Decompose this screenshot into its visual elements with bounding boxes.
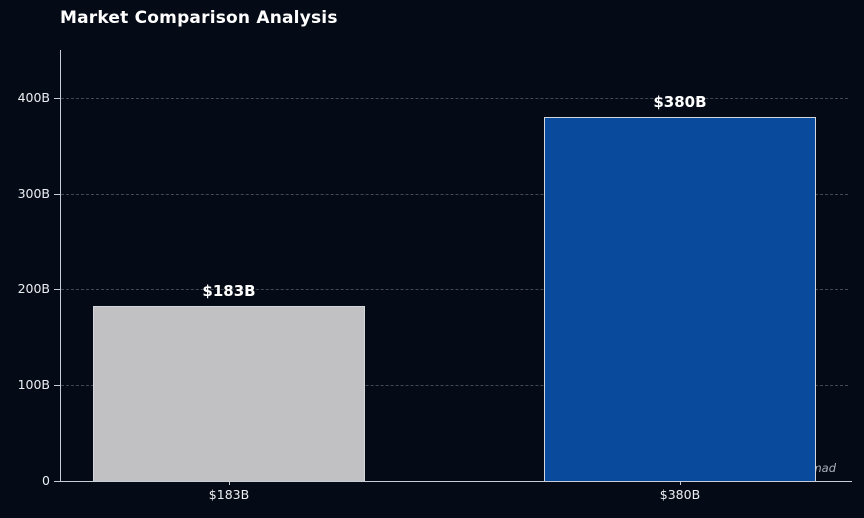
y-gridline [61, 385, 849, 387]
y-gridline [61, 97, 849, 99]
y-tick-label: 200B [17, 281, 50, 297]
bar-gray [93, 305, 365, 481]
bar-blue [543, 117, 816, 481]
bar-value-label: $380B [653, 93, 707, 112]
y-tick-label: 300B [17, 185, 50, 201]
x-tick-label: $183B [208, 487, 250, 502]
chart-title: Market Comparison Analysis [60, 8, 338, 28]
y-tick-mark [54, 193, 60, 195]
x-tick-label: $380B [659, 487, 701, 502]
x-tick-mark [229, 481, 230, 485]
plot-area: Data Analysis by Salman Ahmad 0100B200B3… [18, 50, 852, 501]
x-axis-spine [60, 481, 852, 482]
y-tick-label: 400B [17, 89, 50, 105]
y-tick-mark [54, 97, 60, 99]
y-tick-mark [54, 385, 60, 387]
y-tick-label: 100B [17, 377, 50, 393]
y-tick-mark [54, 481, 60, 482]
y-axis-spine [60, 50, 61, 481]
y-tick-mark [54, 289, 60, 291]
y-gridline [61, 289, 849, 291]
y-tick-label: 0 [42, 473, 50, 488]
y-gridline [61, 193, 849, 195]
bar-value-label: $183B [202, 281, 256, 300]
x-tick-mark [679, 481, 681, 485]
